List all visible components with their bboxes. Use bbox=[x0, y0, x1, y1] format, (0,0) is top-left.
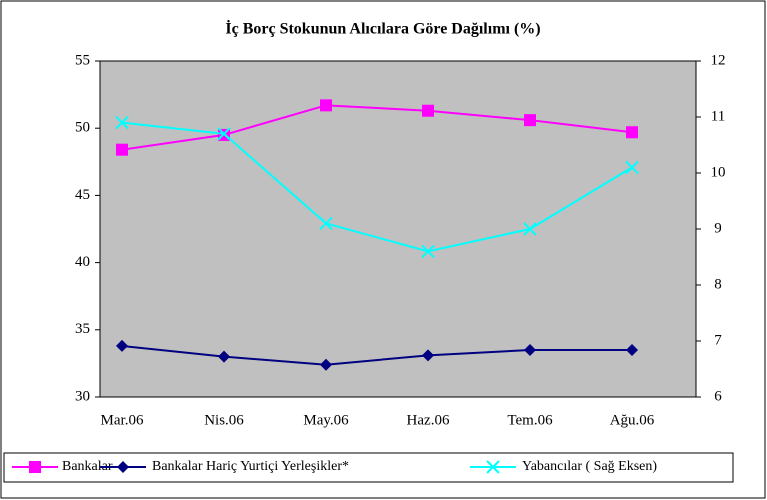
y-tick-label: 55 bbox=[75, 52, 90, 68]
series-line bbox=[121, 104, 633, 151]
x-tick-label: Nis.06 bbox=[204, 412, 244, 428]
legend-marker bbox=[117, 461, 129, 473]
data-point bbox=[320, 99, 332, 112]
plot-area bbox=[99, 60, 697, 398]
x-tick-label: Tem.06 bbox=[507, 412, 553, 428]
legend-marker bbox=[29, 461, 41, 473]
data-point bbox=[320, 358, 332, 371]
y2-tick-label: 12 bbox=[711, 52, 726, 68]
data-point bbox=[523, 222, 537, 236]
y2-tick-label: 6 bbox=[714, 388, 722, 404]
x-tick-label: Ağu.06 bbox=[610, 412, 655, 428]
y2-tick-label: 7 bbox=[714, 332, 722, 348]
y-tick-label: 40 bbox=[75, 254, 90, 270]
y2-tick-label: 9 bbox=[714, 220, 722, 236]
y2-tick-label: 8 bbox=[714, 276, 722, 292]
data-point bbox=[422, 104, 434, 117]
data-point bbox=[116, 143, 128, 156]
x-tick-label: Mar.06 bbox=[101, 412, 144, 428]
y2-tick-label: 10 bbox=[711, 164, 726, 180]
x-tick-label: May.06 bbox=[303, 412, 349, 428]
y-tick-label: 30 bbox=[75, 388, 90, 404]
chart-title: İç Borç Stokunun Alıcılara Göre Dağılımı… bbox=[225, 19, 540, 38]
series-line bbox=[121, 344, 632, 366]
legend-label: Bankalar bbox=[62, 459, 113, 474]
x-tick-label: Haz.06 bbox=[407, 412, 450, 428]
y-tick-label: 45 bbox=[75, 187, 90, 203]
series-line bbox=[121, 121, 633, 253]
y-tick-label: 35 bbox=[75, 321, 90, 337]
data-point bbox=[626, 126, 638, 139]
y2-tick-label: 11 bbox=[711, 108, 725, 124]
data-point bbox=[115, 115, 129, 130]
data-point bbox=[421, 244, 435, 259]
data-point bbox=[218, 350, 230, 363]
legend-marker bbox=[486, 460, 500, 474]
data-point bbox=[524, 343, 536, 356]
data-point bbox=[625, 160, 639, 175]
data-point bbox=[524, 114, 536, 127]
legend-label: Yabancılar ( Sağ Eksen) bbox=[522, 459, 657, 474]
data-point bbox=[319, 216, 333, 231]
legend-label: Bankalar Hariç Yurtiçi Yerleşikler* bbox=[152, 459, 349, 474]
data-point bbox=[116, 339, 128, 352]
data-point bbox=[422, 349, 434, 362]
y-tick-label: 50 bbox=[75, 120, 90, 136]
data-point bbox=[217, 127, 231, 141]
data-point bbox=[626, 343, 638, 356]
